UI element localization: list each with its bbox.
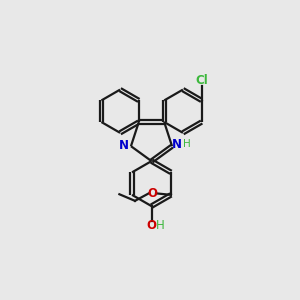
Text: H: H bbox=[183, 139, 190, 149]
Text: O: O bbox=[147, 187, 158, 200]
Text: Cl: Cl bbox=[195, 74, 208, 87]
Text: N: N bbox=[172, 138, 182, 151]
Text: N: N bbox=[119, 139, 129, 152]
Text: O: O bbox=[146, 219, 157, 232]
Text: H: H bbox=[155, 219, 164, 232]
